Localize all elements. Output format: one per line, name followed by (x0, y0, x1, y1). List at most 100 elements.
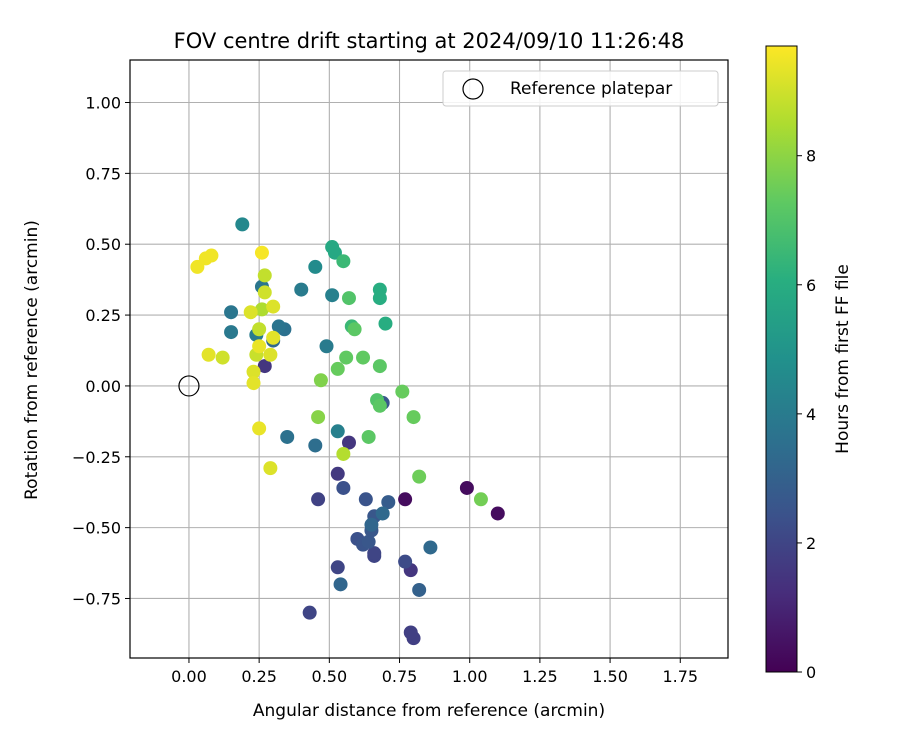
data-point (224, 305, 239, 320)
data-point (201, 347, 216, 362)
data-point (341, 291, 356, 306)
y-tick-label: −0.50 (72, 519, 121, 538)
data-point (336, 446, 351, 461)
data-point (204, 248, 219, 263)
data-point (313, 373, 328, 388)
x-tick-label: 1.50 (592, 667, 628, 686)
x-axis-ticks: 0.00 0.25 0.50 0.75 1.00 1.25 1.50 1.75 (171, 658, 698, 686)
data-point (412, 582, 427, 597)
y-axis-label: Rotation from reference (arcmin) (22, 220, 42, 500)
data-point (235, 217, 250, 232)
x-axis-label: Angular distance from reference (arcmin) (253, 701, 605, 721)
x-tick-label: 0.25 (241, 667, 277, 686)
y-tick-label: 0.00 (85, 377, 121, 396)
data-point (308, 438, 323, 453)
data-point (325, 288, 340, 303)
data-point (490, 506, 505, 521)
data-point (381, 495, 396, 510)
colorbar-tick-label: 4 (806, 405, 816, 424)
x-tick-label: 0.50 (312, 667, 348, 686)
data-point (330, 361, 345, 376)
y-tick-label: 1.00 (85, 94, 121, 113)
data-point (372, 291, 387, 306)
y-tick-label: −0.75 (72, 589, 121, 608)
chart-title: FOV centre drift starting at 2024/09/10 … (174, 29, 685, 53)
data-point (252, 322, 267, 337)
y-tick-label: 0.50 (85, 235, 121, 254)
data-point (280, 429, 295, 444)
data-point (252, 421, 267, 436)
data-point (372, 359, 387, 374)
data-point (302, 605, 317, 620)
data-point (398, 492, 413, 507)
data-point (311, 410, 326, 425)
data-point (333, 577, 348, 592)
data-point (347, 322, 362, 337)
legend-marker-reference (462, 78, 484, 100)
data-point (246, 364, 261, 379)
data-point (311, 492, 326, 507)
colorbar-tick-label: 8 (806, 147, 816, 166)
data-point (459, 480, 474, 495)
data-point (336, 480, 351, 495)
data-point (246, 376, 261, 391)
colorbar-tick-label: 2 (806, 534, 816, 553)
data-point (364, 517, 379, 532)
data-point (339, 350, 354, 365)
data-point (308, 259, 323, 274)
colorbar-gradient (765, 45, 798, 673)
data-point (330, 560, 345, 575)
data-point (257, 268, 272, 283)
data-point (375, 506, 390, 521)
reference-marker-layer (178, 375, 200, 397)
data-point (257, 285, 272, 300)
data-point (372, 398, 387, 413)
y-axis-ticks: −0.75 −0.50 −0.25 0.00 0.25 0.50 0.75 1.00 (72, 94, 130, 608)
legend-box (442, 70, 719, 107)
x-tick-label: 1.00 (452, 667, 488, 686)
grid (130, 60, 728, 658)
data-point (473, 492, 488, 507)
x-tick-label: 0.75 (382, 667, 418, 686)
data-point (294, 282, 309, 297)
data-point (367, 546, 382, 561)
data-point (190, 259, 205, 274)
data-point (263, 461, 278, 476)
data-point (395, 384, 410, 399)
x-tick-label: 1.75 (662, 667, 698, 686)
data-point (266, 299, 281, 314)
data-point (263, 347, 278, 362)
legend-label-reference: Reference platepar (510, 79, 672, 99)
data-point (330, 424, 345, 439)
data-points (190, 217, 505, 646)
data-point (358, 492, 373, 507)
y-tick-label: 0.75 (85, 164, 121, 183)
data-point (330, 466, 345, 481)
reference-point-marker (178, 375, 200, 397)
data-point (257, 359, 272, 374)
data-point (271, 319, 286, 334)
x-tick-label: 0.00 (171, 667, 207, 686)
colorbar-tick-label: 0 (806, 663, 816, 682)
plot-frame (129, 59, 729, 659)
data-point (403, 625, 418, 640)
data-point (361, 429, 376, 444)
data-point (406, 410, 421, 425)
data-point (224, 325, 239, 340)
data-point (215, 350, 230, 365)
data-point (336, 254, 351, 269)
data-point (252, 339, 267, 354)
colorbar: 0 2 4 6 8 Hours from first FF file (765, 45, 853, 682)
data-point (341, 435, 356, 450)
data-point (378, 316, 393, 331)
data-point (356, 350, 371, 365)
y-tick-label: −0.25 (72, 448, 121, 467)
data-point (266, 330, 281, 345)
y-tick-label: 0.25 (85, 306, 121, 325)
colorbar-label: Hours from first FF file (833, 264, 853, 454)
colorbar-tick-label: 6 (806, 276, 816, 295)
data-point (361, 534, 376, 549)
x-tick-label: 1.25 (522, 667, 558, 686)
